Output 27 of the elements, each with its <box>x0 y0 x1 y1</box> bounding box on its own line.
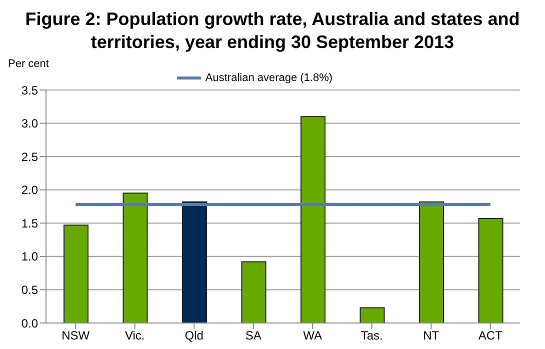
bar <box>360 307 385 323</box>
x-tick-label: ACT <box>478 328 504 343</box>
y-tick-label: 3.0 <box>21 116 38 131</box>
y-tick-label: 0.5 <box>21 282 38 297</box>
y-tick-label: 2.0 <box>21 183 38 198</box>
x-tick-label: WA <box>303 328 322 343</box>
x-tick-label: Vic. <box>124 328 145 343</box>
chart-title: Figure 2: Population growth rate, Australia and states and territories, year ending 30 September 2013 <box>24 8 521 54</box>
y-tick-label: 0.0 <box>21 316 38 330</box>
x-tick-label: Tas. <box>360 328 383 343</box>
y-tick-label: 3.5 <box>21 83 38 98</box>
x-tick-label: NT <box>423 328 440 343</box>
bar <box>419 201 444 323</box>
y-tick-label: 1.5 <box>21 216 38 230</box>
bar <box>478 218 504 323</box>
x-tick-label: SA <box>245 328 262 343</box>
bar <box>241 261 266 323</box>
legend-label: Australian average (1.8%) <box>205 72 333 84</box>
bar <box>300 116 326 323</box>
y-axis-title: Per cent <box>8 58 49 70</box>
bar <box>64 224 88 323</box>
bar <box>122 192 148 323</box>
x-tick-label: NSW <box>62 328 90 343</box>
y-tick-label: 2.5 <box>21 150 38 164</box>
x-tick-label: Qld <box>184 328 204 343</box>
bar <box>182 201 207 323</box>
y-tick-label: 1.0 <box>21 250 38 264</box>
